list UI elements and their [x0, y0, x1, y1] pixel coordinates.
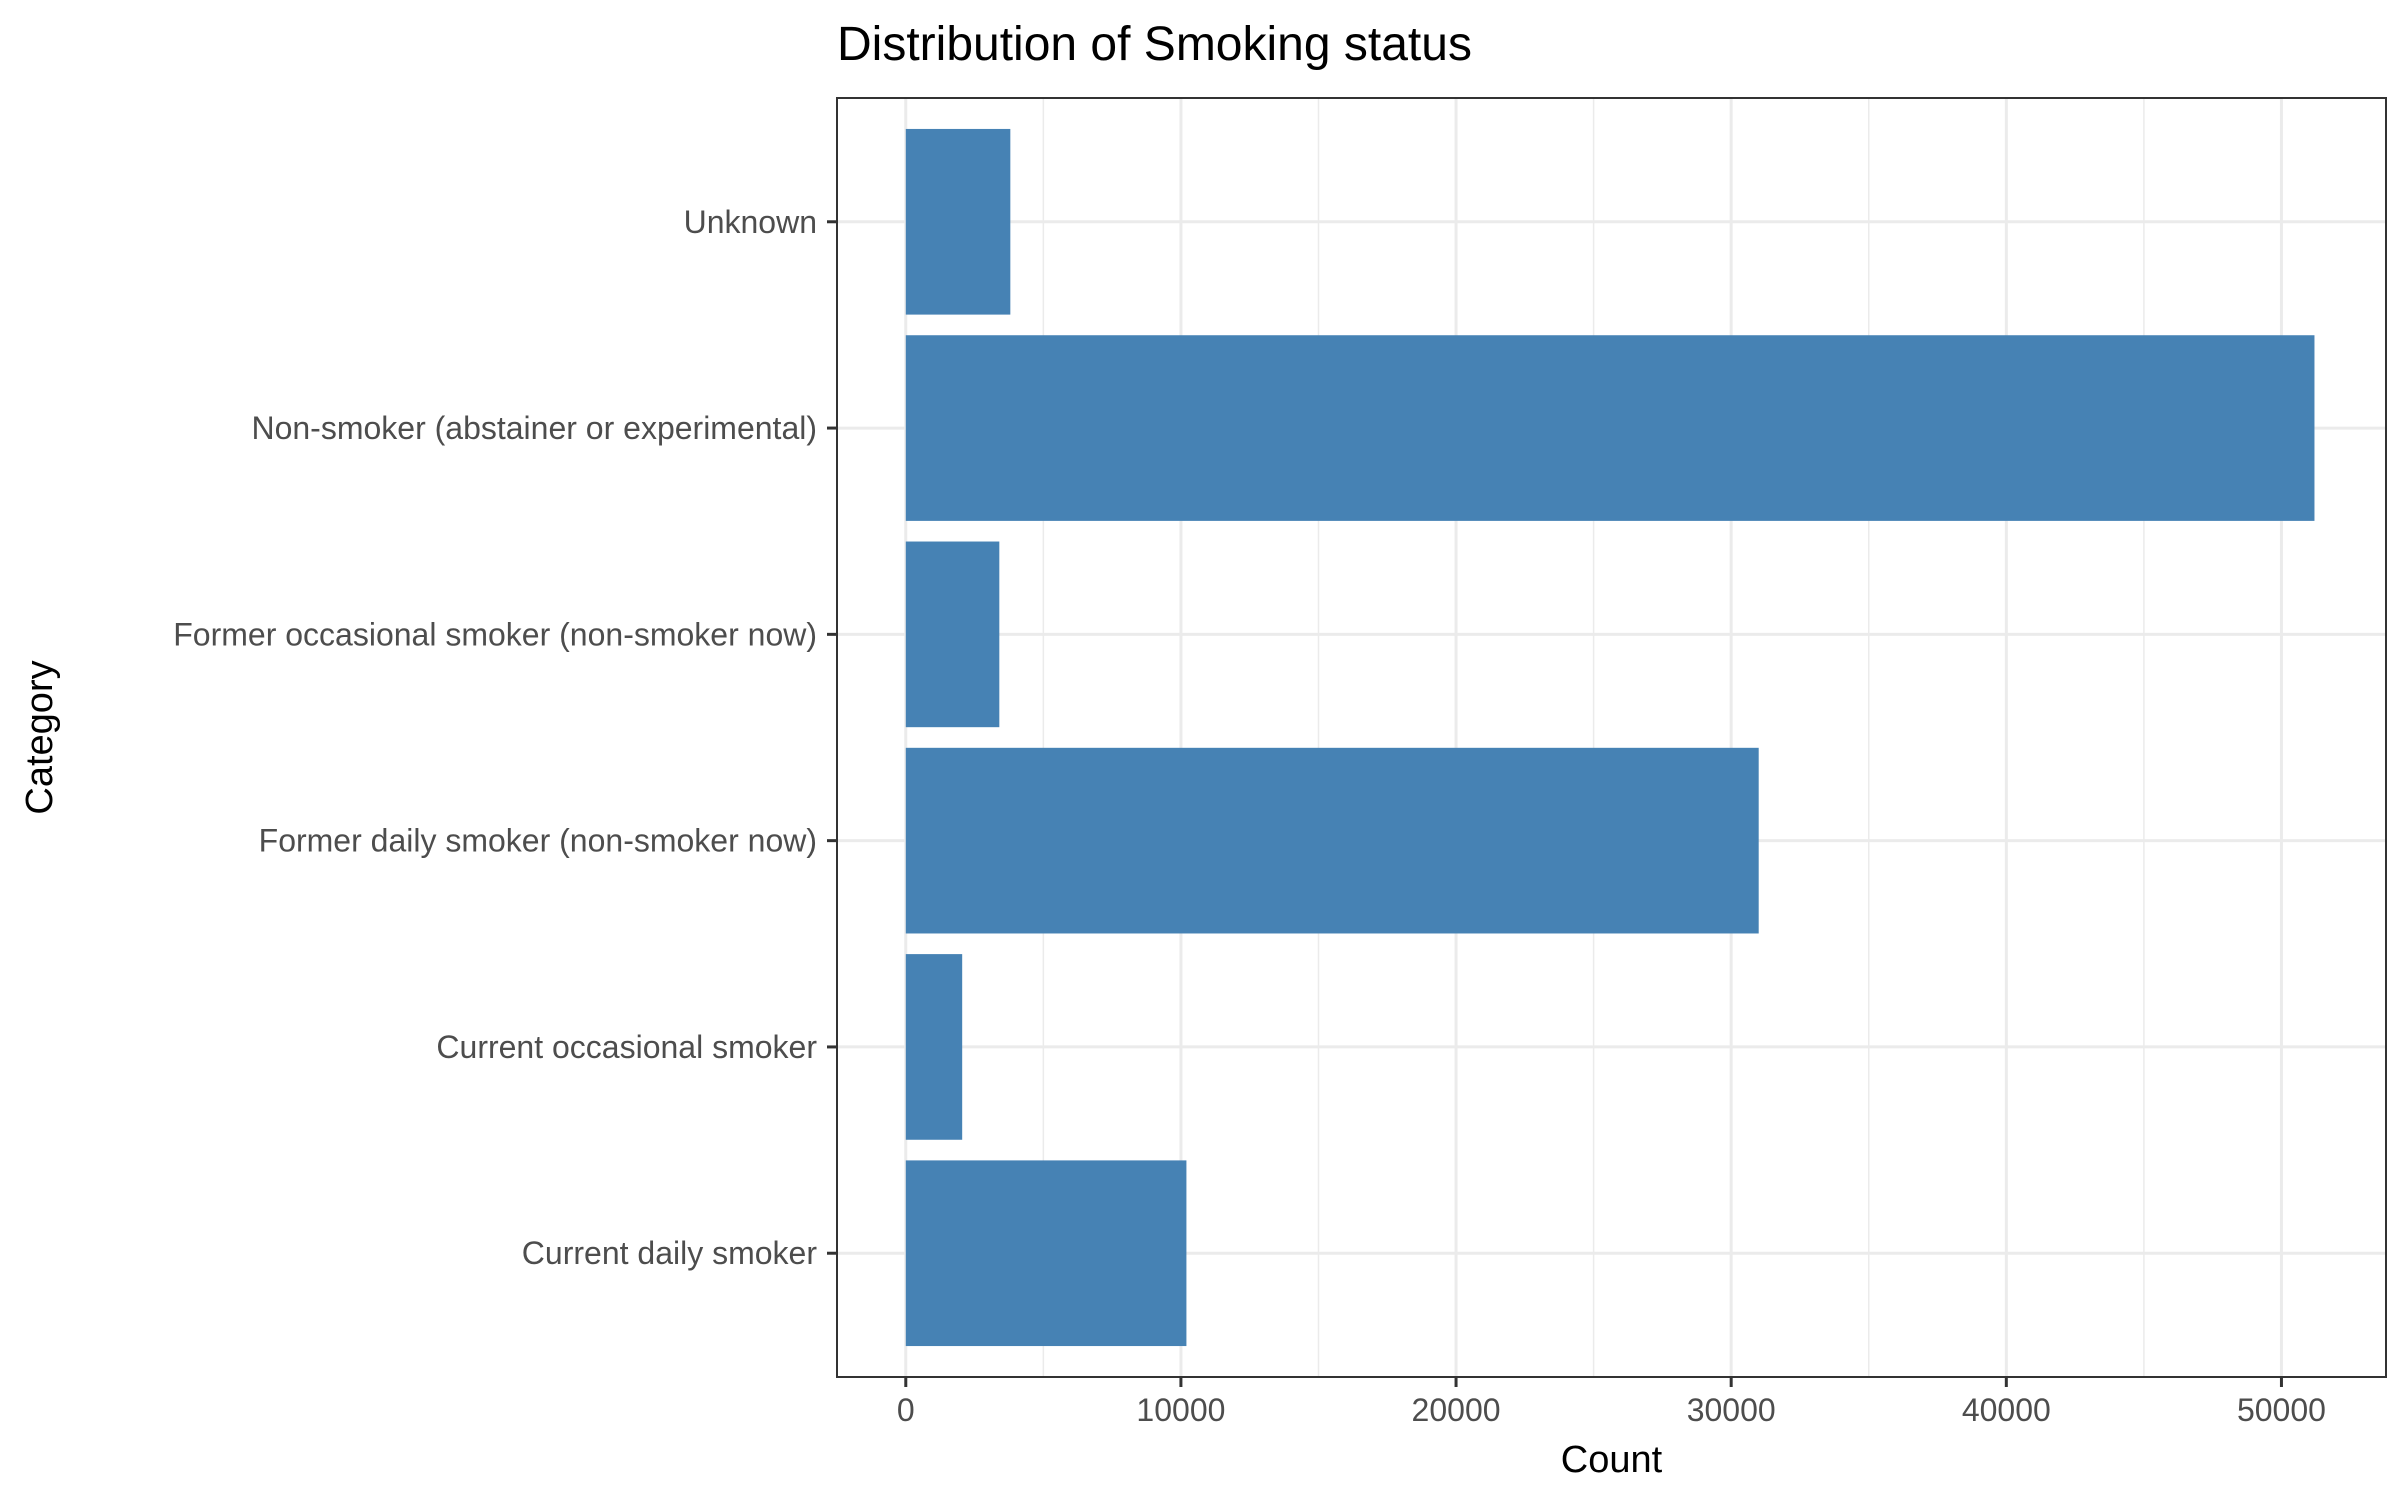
- x-axis-title: Count: [1561, 1439, 1663, 1481]
- y-tick-label: Former daily smoker (non-smoker now): [259, 823, 817, 859]
- plot-panel: [836, 97, 2387, 1378]
- panel-border: [836, 97, 2387, 1378]
- y-tick-label: Current daily smoker: [522, 1235, 818, 1271]
- chart-title: Distribution of Smoking status: [837, 18, 1472, 71]
- y-tick-label: Former occasional smoker (non-smoker now…: [173, 616, 817, 652]
- x-tick-label: 40000: [1962, 1392, 2051, 1428]
- bars: [905, 128, 2315, 1347]
- bar: [905, 128, 1011, 315]
- y-tick-label: Current occasional smoker: [436, 1029, 817, 1065]
- y-axis: Current daily smoker Current occasional s…: [173, 204, 837, 1271]
- x-axis: 0 10000 20000 30000 40000 50000: [897, 1377, 2326, 1428]
- x-tick-label: 20000: [1412, 1392, 1501, 1428]
- bar: [905, 954, 963, 1140]
- bar: [905, 1160, 1187, 1347]
- bar: [905, 335, 2315, 521]
- bar: [905, 747, 1759, 934]
- y-tick-label: Non-smoker (abstainer or experimental): [251, 410, 817, 446]
- x-tick-label: 0: [897, 1392, 915, 1428]
- x-tick-label: 30000: [1687, 1392, 1776, 1428]
- bar: [905, 541, 1000, 728]
- y-axis-title: Category: [19, 660, 61, 814]
- y-tick-label: Unknown: [684, 204, 817, 240]
- x-tick-label: 50000: [2237, 1392, 2326, 1428]
- x-tick-label: 10000: [1136, 1392, 1225, 1428]
